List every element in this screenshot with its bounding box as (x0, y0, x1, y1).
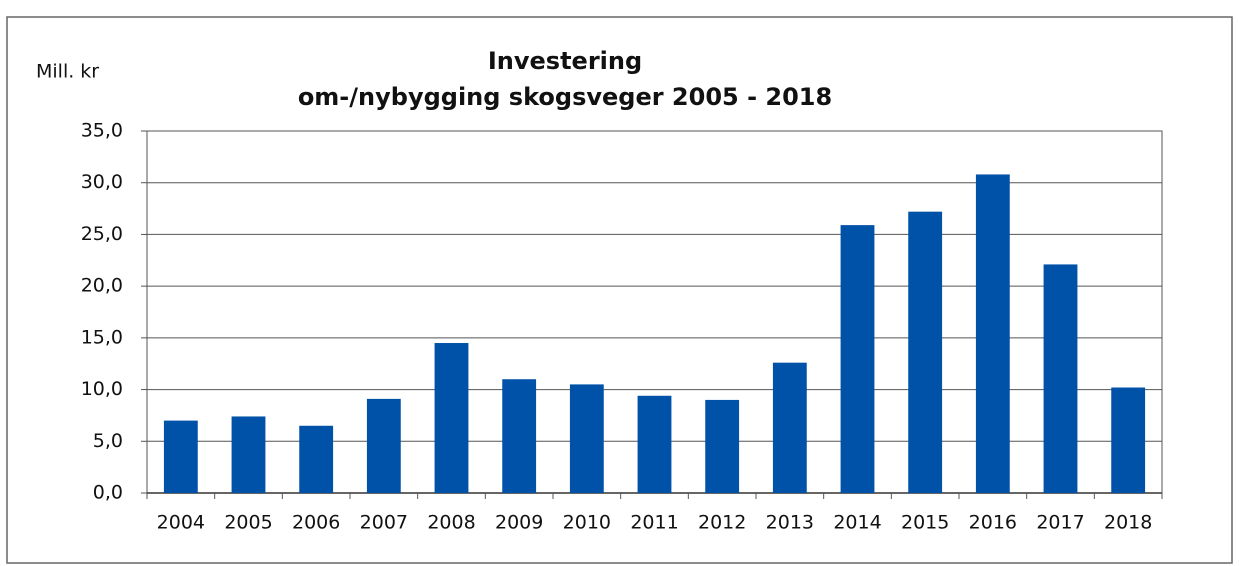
x-tick-label: 2009 (495, 512, 543, 534)
x-tick-label: 2008 (427, 512, 475, 534)
x-tick-label: 2006 (292, 512, 340, 534)
bar (231, 416, 266, 493)
x-tick-label: 2004 (157, 512, 205, 534)
x-tick-label: 2018 (1104, 512, 1152, 534)
y-tick-label: 5,0 (93, 430, 123, 452)
bar (502, 379, 537, 493)
y-tick-label: 30,0 (81, 171, 123, 193)
x-tick-label: 2007 (360, 512, 408, 534)
x-tick-label: 2012 (698, 512, 746, 534)
y-axis-label: Mill. kr (36, 61, 99, 83)
y-tick-label: 10,0 (81, 378, 123, 400)
bar (637, 395, 672, 493)
x-tick-label: 2016 (969, 512, 1017, 534)
bar (1043, 264, 1078, 493)
x-tick-label: 2013 (766, 512, 814, 534)
bar (434, 343, 469, 493)
x-tick-label: 2005 (224, 512, 272, 534)
x-tick-label: 2014 (833, 512, 881, 534)
x-tick-label: 2017 (1036, 512, 1084, 534)
bar (299, 425, 334, 493)
x-tick-label: 2015 (901, 512, 949, 534)
chart-frame (6, 16, 1233, 564)
chart-subtitle: om-/nybygging skogsveger 2005 - 2018 (298, 83, 832, 111)
x-tick-label: 2010 (563, 512, 611, 534)
bar (908, 211, 943, 493)
y-tick-label: 0,0 (93, 482, 123, 504)
bar (772, 362, 807, 493)
x-tick-label: 2011 (630, 512, 678, 534)
bar (163, 420, 198, 493)
bar (705, 399, 740, 493)
bar (366, 398, 401, 493)
chart-title: Investering (488, 47, 642, 75)
bar (1111, 387, 1146, 493)
y-tick-label: 25,0 (81, 223, 123, 245)
bar (975, 174, 1010, 493)
y-tick-label: 35,0 (81, 120, 123, 142)
y-tick-label: 15,0 (81, 326, 123, 348)
bar (840, 225, 875, 493)
bar (569, 384, 604, 493)
y-tick-label: 20,0 (81, 275, 123, 297)
